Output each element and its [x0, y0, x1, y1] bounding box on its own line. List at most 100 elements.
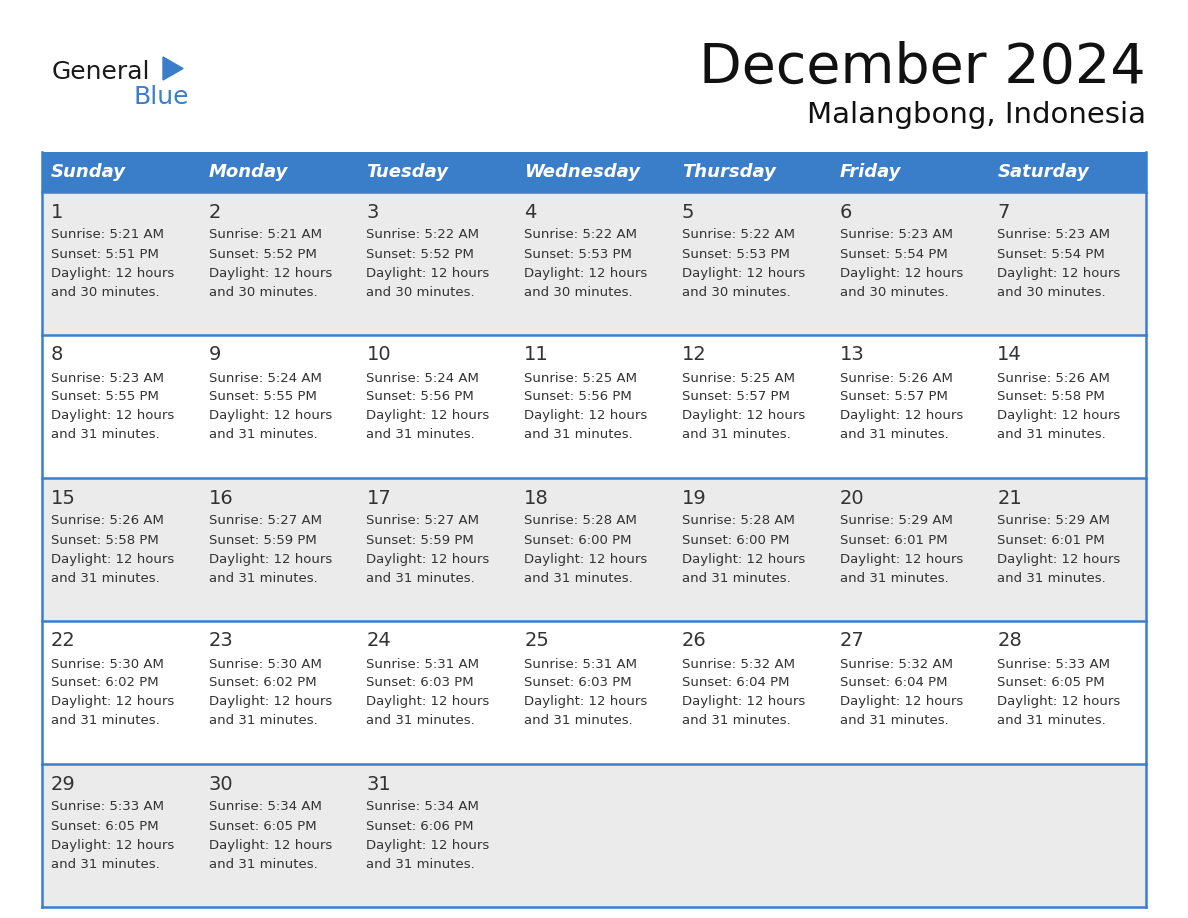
Text: 29: 29 — [51, 775, 76, 793]
Text: and 31 minutes.: and 31 minutes. — [682, 429, 790, 442]
Text: 19: 19 — [682, 488, 707, 508]
Text: Sunset: 5:51 PM: Sunset: 5:51 PM — [51, 248, 159, 261]
Text: Sunset: 6:04 PM: Sunset: 6:04 PM — [682, 677, 789, 689]
Text: Sunset: 5:58 PM: Sunset: 5:58 PM — [51, 533, 159, 546]
Text: Daylight: 12 hours: Daylight: 12 hours — [524, 409, 647, 422]
Text: Sunset: 6:00 PM: Sunset: 6:00 PM — [524, 533, 632, 546]
Text: Sunrise: 5:23 AM: Sunrise: 5:23 AM — [840, 229, 953, 241]
Text: 3: 3 — [366, 203, 379, 221]
Text: and 31 minutes.: and 31 minutes. — [51, 857, 159, 870]
Text: Sunset: 6:05 PM: Sunset: 6:05 PM — [209, 820, 316, 833]
Text: Sunrise: 5:21 AM: Sunrise: 5:21 AM — [51, 229, 164, 241]
Text: Daylight: 12 hours: Daylight: 12 hours — [209, 553, 331, 565]
Text: Sunrise: 5:25 AM: Sunrise: 5:25 AM — [524, 372, 637, 385]
Text: 20: 20 — [840, 488, 864, 508]
Text: and 31 minutes.: and 31 minutes. — [366, 572, 475, 585]
Text: and 31 minutes.: and 31 minutes. — [997, 714, 1106, 727]
Text: and 31 minutes.: and 31 minutes. — [840, 572, 948, 585]
Text: 27: 27 — [840, 632, 865, 651]
Text: Sunday: Sunday — [51, 163, 126, 181]
Text: Sunset: 6:05 PM: Sunset: 6:05 PM — [51, 820, 159, 833]
Text: Sunrise: 5:32 AM: Sunrise: 5:32 AM — [682, 657, 795, 670]
Text: Daylight: 12 hours: Daylight: 12 hours — [524, 266, 647, 279]
Text: Sunrise: 5:26 AM: Sunrise: 5:26 AM — [997, 372, 1110, 385]
Text: Sunset: 5:56 PM: Sunset: 5:56 PM — [366, 390, 474, 404]
Text: Sunset: 6:02 PM: Sunset: 6:02 PM — [209, 677, 316, 689]
Text: Sunset: 6:03 PM: Sunset: 6:03 PM — [366, 677, 474, 689]
Bar — [42, 192, 1146, 335]
Text: Malangbong, Indonesia: Malangbong, Indonesia — [807, 101, 1146, 129]
Bar — [672, 152, 830, 192]
Text: Sunset: 5:55 PM: Sunset: 5:55 PM — [209, 390, 316, 404]
Text: 17: 17 — [366, 488, 391, 508]
Text: and 31 minutes.: and 31 minutes. — [209, 857, 317, 870]
Text: Sunrise: 5:29 AM: Sunrise: 5:29 AM — [997, 514, 1110, 528]
Text: Sunset: 5:58 PM: Sunset: 5:58 PM — [997, 390, 1105, 404]
Text: Sunrise: 5:27 AM: Sunrise: 5:27 AM — [209, 514, 322, 528]
Text: Sunrise: 5:31 AM: Sunrise: 5:31 AM — [524, 657, 637, 670]
Text: Daylight: 12 hours: Daylight: 12 hours — [997, 409, 1120, 422]
Text: Daylight: 12 hours: Daylight: 12 hours — [682, 266, 805, 279]
Text: 25: 25 — [524, 632, 549, 651]
Text: Daylight: 12 hours: Daylight: 12 hours — [51, 838, 175, 852]
Text: and 30 minutes.: and 30 minutes. — [209, 285, 317, 298]
Text: Sunrise: 5:24 AM: Sunrise: 5:24 AM — [209, 372, 322, 385]
Text: Daylight: 12 hours: Daylight: 12 hours — [209, 696, 331, 709]
Text: Sunrise: 5:28 AM: Sunrise: 5:28 AM — [524, 514, 637, 528]
Text: Sunrise: 5:22 AM: Sunrise: 5:22 AM — [682, 229, 795, 241]
Text: 14: 14 — [997, 345, 1022, 364]
Text: 5: 5 — [682, 203, 694, 221]
Text: and 31 minutes.: and 31 minutes. — [366, 429, 475, 442]
Text: and 31 minutes.: and 31 minutes. — [366, 714, 475, 727]
Bar — [42, 335, 1146, 478]
Text: Daylight: 12 hours: Daylight: 12 hours — [51, 409, 175, 422]
Text: and 30 minutes.: and 30 minutes. — [682, 285, 790, 298]
Text: Sunset: 6:03 PM: Sunset: 6:03 PM — [524, 677, 632, 689]
Text: Sunrise: 5:27 AM: Sunrise: 5:27 AM — [366, 514, 480, 528]
Text: Daylight: 12 hours: Daylight: 12 hours — [997, 266, 1120, 279]
Text: Sunset: 5:57 PM: Sunset: 5:57 PM — [840, 390, 948, 404]
Text: Sunrise: 5:34 AM: Sunrise: 5:34 AM — [366, 800, 479, 813]
Bar — [42, 764, 1146, 907]
Bar — [830, 152, 988, 192]
Bar — [42, 621, 1146, 764]
Text: Sunset: 5:56 PM: Sunset: 5:56 PM — [524, 390, 632, 404]
Text: and 30 minutes.: and 30 minutes. — [366, 285, 475, 298]
Bar — [988, 152, 1146, 192]
Text: Sunrise: 5:34 AM: Sunrise: 5:34 AM — [209, 800, 322, 813]
Text: Daylight: 12 hours: Daylight: 12 hours — [997, 696, 1120, 709]
Text: Daylight: 12 hours: Daylight: 12 hours — [682, 696, 805, 709]
Text: Daylight: 12 hours: Daylight: 12 hours — [209, 409, 331, 422]
Text: Sunset: 5:53 PM: Sunset: 5:53 PM — [682, 248, 790, 261]
Text: 11: 11 — [524, 345, 549, 364]
Text: 10: 10 — [366, 345, 391, 364]
Text: and 31 minutes.: and 31 minutes. — [682, 572, 790, 585]
Text: Sunset: 5:52 PM: Sunset: 5:52 PM — [209, 248, 316, 261]
Text: Sunrise: 5:30 AM: Sunrise: 5:30 AM — [51, 657, 164, 670]
Text: Sunset: 5:57 PM: Sunset: 5:57 PM — [682, 390, 790, 404]
Text: Sunset: 6:04 PM: Sunset: 6:04 PM — [840, 677, 947, 689]
Bar — [358, 152, 516, 192]
Text: 13: 13 — [840, 345, 865, 364]
Text: 8: 8 — [51, 345, 63, 364]
Bar — [516, 152, 672, 192]
Text: Daylight: 12 hours: Daylight: 12 hours — [840, 553, 962, 565]
Text: Sunrise: 5:26 AM: Sunrise: 5:26 AM — [840, 372, 953, 385]
Text: Monday: Monday — [209, 163, 287, 181]
Bar — [42, 478, 1146, 621]
Text: Sunrise: 5:33 AM: Sunrise: 5:33 AM — [997, 657, 1111, 670]
Text: and 31 minutes.: and 31 minutes. — [51, 572, 159, 585]
Text: Sunrise: 5:24 AM: Sunrise: 5:24 AM — [366, 372, 479, 385]
Text: 31: 31 — [366, 775, 391, 793]
Text: 9: 9 — [209, 345, 221, 364]
Text: Sunrise: 5:29 AM: Sunrise: 5:29 AM — [840, 514, 953, 528]
Text: Sunrise: 5:21 AM: Sunrise: 5:21 AM — [209, 229, 322, 241]
Text: and 30 minutes.: and 30 minutes. — [840, 285, 948, 298]
Text: Daylight: 12 hours: Daylight: 12 hours — [209, 266, 331, 279]
Text: Sunset: 6:06 PM: Sunset: 6:06 PM — [366, 820, 474, 833]
Text: and 31 minutes.: and 31 minutes. — [51, 714, 159, 727]
Text: 2: 2 — [209, 203, 221, 221]
Text: Sunset: 6:00 PM: Sunset: 6:00 PM — [682, 533, 789, 546]
Text: and 31 minutes.: and 31 minutes. — [524, 572, 633, 585]
Text: Daylight: 12 hours: Daylight: 12 hours — [524, 553, 647, 565]
